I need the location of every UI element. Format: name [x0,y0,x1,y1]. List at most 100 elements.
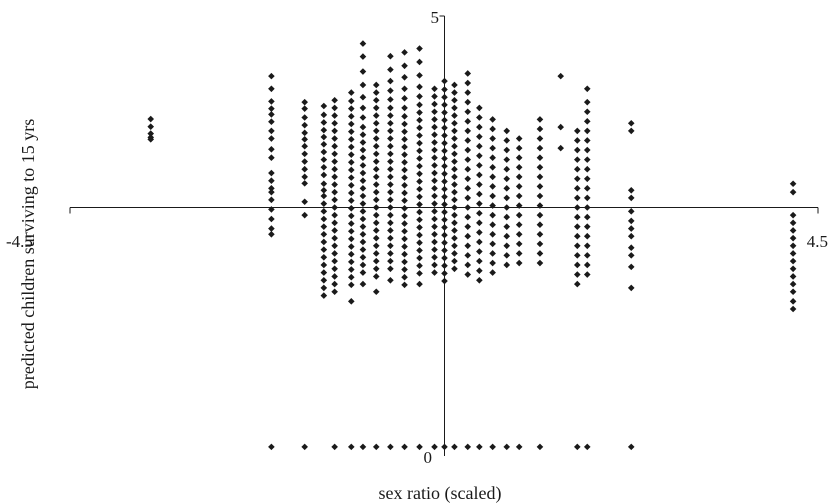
data-point [301,198,308,206]
data-point [416,116,423,124]
data-point [789,298,797,305]
data-point [416,83,423,91]
data-point [431,169,438,177]
data-point [451,119,458,127]
data-point [441,224,448,231]
data-point [536,443,544,451]
data-point [372,443,380,451]
data-point [359,123,367,131]
data-point [359,139,367,146]
data-point [464,223,472,230]
data-point [789,305,797,313]
data-point [387,96,394,103]
data-point [451,188,458,196]
data-point [372,158,380,165]
data-point [320,261,328,269]
data-point [372,227,380,234]
data-point [331,119,338,127]
data-point [268,196,275,204]
data-point [347,197,355,204]
data-point [359,93,367,101]
data-point [359,185,367,192]
data-point [476,257,483,265]
data-point [359,280,367,288]
data-point [372,135,380,142]
data-point [431,100,438,108]
data-point [451,142,458,150]
data-point [301,158,308,165]
data-point [441,231,448,239]
data-point [489,125,496,133]
data-point [431,208,438,215]
data-point [476,171,483,179]
data-point [627,244,635,252]
data-point [331,257,338,265]
data-point [301,165,308,173]
data-point [416,178,423,185]
data-point [451,158,458,165]
data-point [489,144,496,152]
data-point [401,281,408,289]
data-point [515,240,523,248]
data-point [464,232,472,240]
data-point [359,162,367,169]
data-point [387,211,394,219]
data-point [372,96,380,104]
data-point [372,250,380,257]
data-point [416,231,423,239]
data-point [583,232,591,240]
data-point [401,197,408,204]
data-point [583,146,591,154]
data-point [347,97,355,105]
data-point [627,225,635,232]
data-point [451,135,458,142]
data-point [387,158,394,165]
data-point [574,127,581,135]
data-point [441,262,448,270]
data-point [347,143,355,151]
data-point [451,219,458,227]
data-point [515,211,523,219]
data-point [372,204,380,211]
data-point [583,242,591,250]
data-point [347,174,355,181]
data-point [347,120,355,128]
data-point [401,220,408,227]
data-point [347,443,355,451]
data-point [536,231,544,238]
data-point [583,213,591,221]
data-point [331,219,338,227]
data-point [574,194,581,202]
data-point [331,443,338,451]
data-point [320,269,328,276]
data-point [401,113,408,120]
data-point [331,204,338,211]
y-tick-label-max: 5 [431,8,440,27]
data-point [372,142,380,150]
data-point [387,52,394,60]
data-point [359,177,367,184]
data-point [387,257,394,265]
data-point [401,258,408,266]
data-point [359,154,367,162]
data-point [431,85,438,93]
data-point [401,136,408,143]
data-point [515,192,523,200]
data-point [268,135,275,142]
data-point [536,163,544,171]
data-point [387,204,394,211]
data-point [359,68,367,75]
data-point [268,188,275,196]
data-point [583,108,591,116]
data-point [301,98,308,106]
data-point [372,150,380,158]
data-point [464,79,472,87]
data-point [489,259,496,267]
data-point [583,271,591,278]
data-point [401,181,408,189]
data-point [347,258,355,266]
data-point [372,127,380,135]
data-point [574,185,581,192]
data-point [359,223,367,230]
data-point [301,129,308,137]
